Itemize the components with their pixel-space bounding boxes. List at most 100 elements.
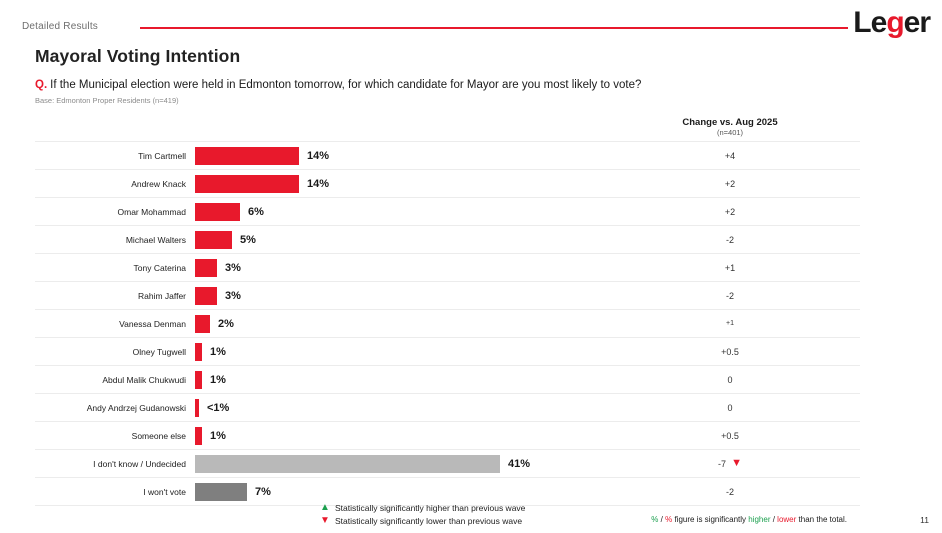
chart-row: Someone else 1% +0.5 — [35, 421, 860, 449]
change-value: -2 — [655, 235, 805, 245]
bar-area: 14% — [195, 142, 655, 169]
bar-value-label: 3% — [225, 289, 241, 302]
bar-value-label: <1% — [207, 401, 230, 414]
result-bar — [195, 146, 299, 165]
footnote-segment: / — [660, 515, 666, 524]
bar-area: 1% — [195, 338, 655, 365]
result-bar — [195, 258, 217, 277]
result-bar — [195, 398, 199, 417]
chart-row: Michael Walters 5% -2 — [35, 225, 860, 253]
result-bar — [195, 370, 202, 389]
candidate-label: Vanessa Denman — [119, 318, 186, 329]
bar-value-label: 5% — [240, 233, 256, 246]
change-value: 0 — [655, 375, 805, 385]
bar-value-label: 7% — [255, 485, 271, 498]
result-bar — [195, 230, 232, 249]
footnote-segment: higher — [748, 515, 771, 524]
footnote-segment: / — [770, 515, 778, 524]
change-text: +0.5 — [721, 430, 739, 441]
voting-intention-chart: Change vs. Aug 2025 (n=401) Tim Cartmell… — [35, 114, 860, 506]
change-text: +1 — [726, 320, 734, 327]
question-line: Q. If the Municipal election were held in… — [35, 79, 641, 91]
footnote-segment: lower — [777, 515, 797, 524]
bar-area: 41% — [195, 450, 655, 477]
logo-g: g — [886, 6, 904, 39]
change-text: +0.5 — [721, 346, 739, 357]
question-text: If the Municipal election were held in E… — [50, 79, 642, 91]
significant-down-icon: ▼ — [731, 457, 742, 469]
chart-row: I won't vote 7% -2 — [35, 477, 860, 506]
candidate-label: Omar Mohammad — [117, 206, 187, 217]
change-text: -2 — [725, 234, 734, 245]
chart-row: Tim Cartmell 14% +4 — [35, 141, 860, 169]
up-triangle-icon: ▲ — [320, 501, 330, 513]
down-triangle-icon: ▼ — [320, 514, 330, 526]
change-value: -2 — [655, 291, 805, 301]
bar-area: 3% — [195, 282, 655, 309]
candidate-label: Abdul Malik Chukwudi — [102, 374, 186, 385]
result-bar — [195, 342, 202, 361]
chart-row: Tony Caterina 3% +1 — [35, 253, 860, 281]
result-bar — [195, 174, 299, 193]
bar-area: 14% — [195, 170, 655, 197]
bar-value-label: 14% — [307, 149, 330, 162]
result-bar — [195, 286, 217, 305]
change-value: +1 — [655, 320, 805, 327]
change-text: +4 — [724, 150, 736, 161]
bar-value-label: 1% — [210, 345, 226, 358]
candidate-label: Andy Andrzej Gudanowski — [86, 402, 186, 413]
legend-line-lower: ▼ Statistically significantly lower than… — [320, 514, 525, 527]
candidate-label: Rahim Jaffer — [137, 290, 186, 301]
chart-row: Olney Tugwell 1% +0.5 — [35, 337, 860, 365]
section-label: Detailed Results — [22, 21, 99, 32]
change-text: 0 — [727, 402, 733, 413]
significance-footnote: % / % figure is significantly higher / l… — [651, 515, 847, 524]
change-text: +2 — [724, 178, 736, 189]
footnote-segment: than the total. — [796, 515, 847, 524]
bar-area: 5% — [195, 226, 655, 253]
chart-row: Vanessa Denman 2% +1 — [35, 309, 860, 337]
leger-logo: Leger — [853, 6, 931, 40]
page-title: Mayoral Voting Intention — [35, 46, 241, 66]
change-header-title: Change vs. Aug 2025 — [682, 116, 778, 128]
bar-value-label: 2% — [218, 317, 234, 330]
chart-row: Omar Mohammad 6% +2 — [35, 197, 860, 225]
chart-header-row: Change vs. Aug 2025 (n=401) — [35, 114, 860, 141]
change-text: -7 — [718, 458, 727, 469]
change-text: +2 — [724, 206, 736, 217]
change-value: +2 — [655, 207, 805, 217]
candidate-label: I won't vote — [143, 486, 186, 497]
logo-le: Le — [853, 6, 887, 39]
bar-area: <1% — [195, 394, 655, 421]
candidate-label: Someone else — [131, 430, 186, 441]
chart-row: Andrew Knack 14% +2 — [35, 169, 860, 197]
footnote-segment: figure is significantly — [674, 515, 749, 524]
bar-value-label: 1% — [210, 373, 226, 386]
result-bar — [195, 482, 247, 501]
bar-value-label: 1% — [210, 429, 226, 442]
footnote-segment: % — [651, 515, 661, 524]
result-bar — [195, 202, 240, 221]
legend-higher-text: Statistically significantly higher than … — [335, 502, 526, 513]
bar-value-label: 41% — [508, 457, 531, 470]
bar-area: 1% — [195, 422, 655, 449]
change-value: +1 — [655, 263, 805, 273]
logo-er: er — [903, 6, 931, 39]
bar-value-label: 14% — [307, 177, 330, 190]
page-number: 11 — [920, 515, 929, 525]
change-value: +0.5 — [655, 431, 805, 441]
chart-rows: Tim Cartmell 14% +4 Andrew Knack 14% +2 Omar M… — [35, 141, 860, 506]
chart-row: I don't know / Undecided 41% -7 ▼ — [35, 449, 860, 477]
change-column-header: Change vs. Aug 2025 (n=401) — [655, 116, 805, 138]
bar-value-label: 3% — [225, 261, 241, 274]
change-value: +2 — [655, 179, 805, 189]
bar-area: 7% — [195, 478, 655, 505]
candidate-label: Tony Caterina — [133, 262, 186, 273]
candidate-label: Olney Tugwell — [132, 346, 186, 357]
header-rule — [140, 27, 848, 29]
change-value: +4 — [655, 151, 805, 161]
result-bar — [195, 426, 202, 445]
change-value: +0.5 — [655, 347, 805, 357]
change-header-subtitle: (n=401) — [716, 127, 744, 137]
